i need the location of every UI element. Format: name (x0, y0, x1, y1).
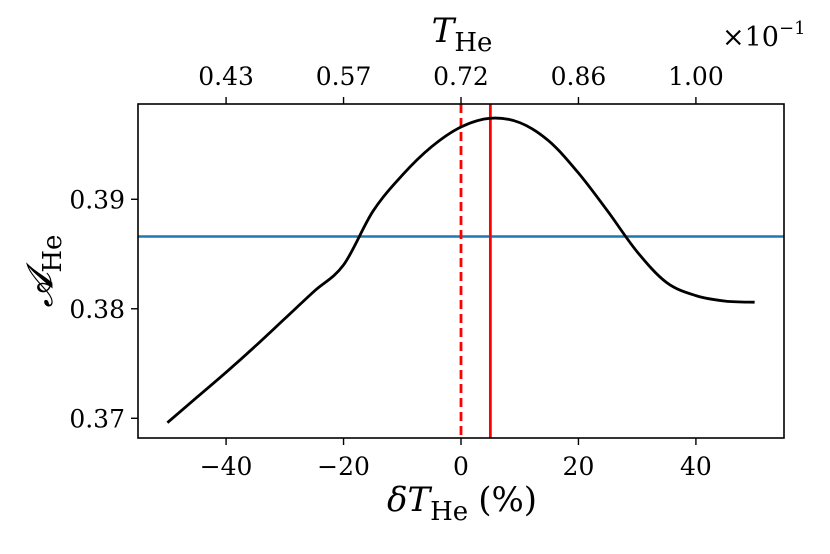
x-tick-label: −20 (317, 452, 370, 481)
top-tick-label: 1.00 (668, 62, 724, 91)
top-axis-title: THe (432, 11, 493, 58)
y-tick-label: 0.38 (69, 295, 125, 324)
x-tick-label: 0 (453, 452, 469, 481)
series-line-0 (166, 116, 755, 424)
top-tick-label: 0.72 (433, 62, 489, 91)
top-tick-label: 0.86 (551, 62, 607, 91)
y-tick-label: 0.39 (69, 185, 125, 214)
y-axis-title: 𝓐He (20, 235, 68, 308)
top-tick-label: 0.57 (316, 62, 372, 91)
top-tick-label: 0.43 (198, 62, 254, 91)
x-axis-title: δTHe (%) (387, 480, 537, 527)
axis-ticks: −40 −20 0 20 40 0.43 0.57 0.72 0.86 1.00 0.37 0.38 0… (69, 62, 723, 481)
plot-marks (138, 104, 784, 438)
y-tick-label: 0.37 (69, 404, 125, 433)
x-tick-label: −40 (200, 452, 253, 481)
x-tick-label: 40 (680, 452, 712, 481)
top-axis-multiplier: ×10−1 (722, 18, 806, 53)
x-tick-label: 20 (563, 452, 595, 481)
